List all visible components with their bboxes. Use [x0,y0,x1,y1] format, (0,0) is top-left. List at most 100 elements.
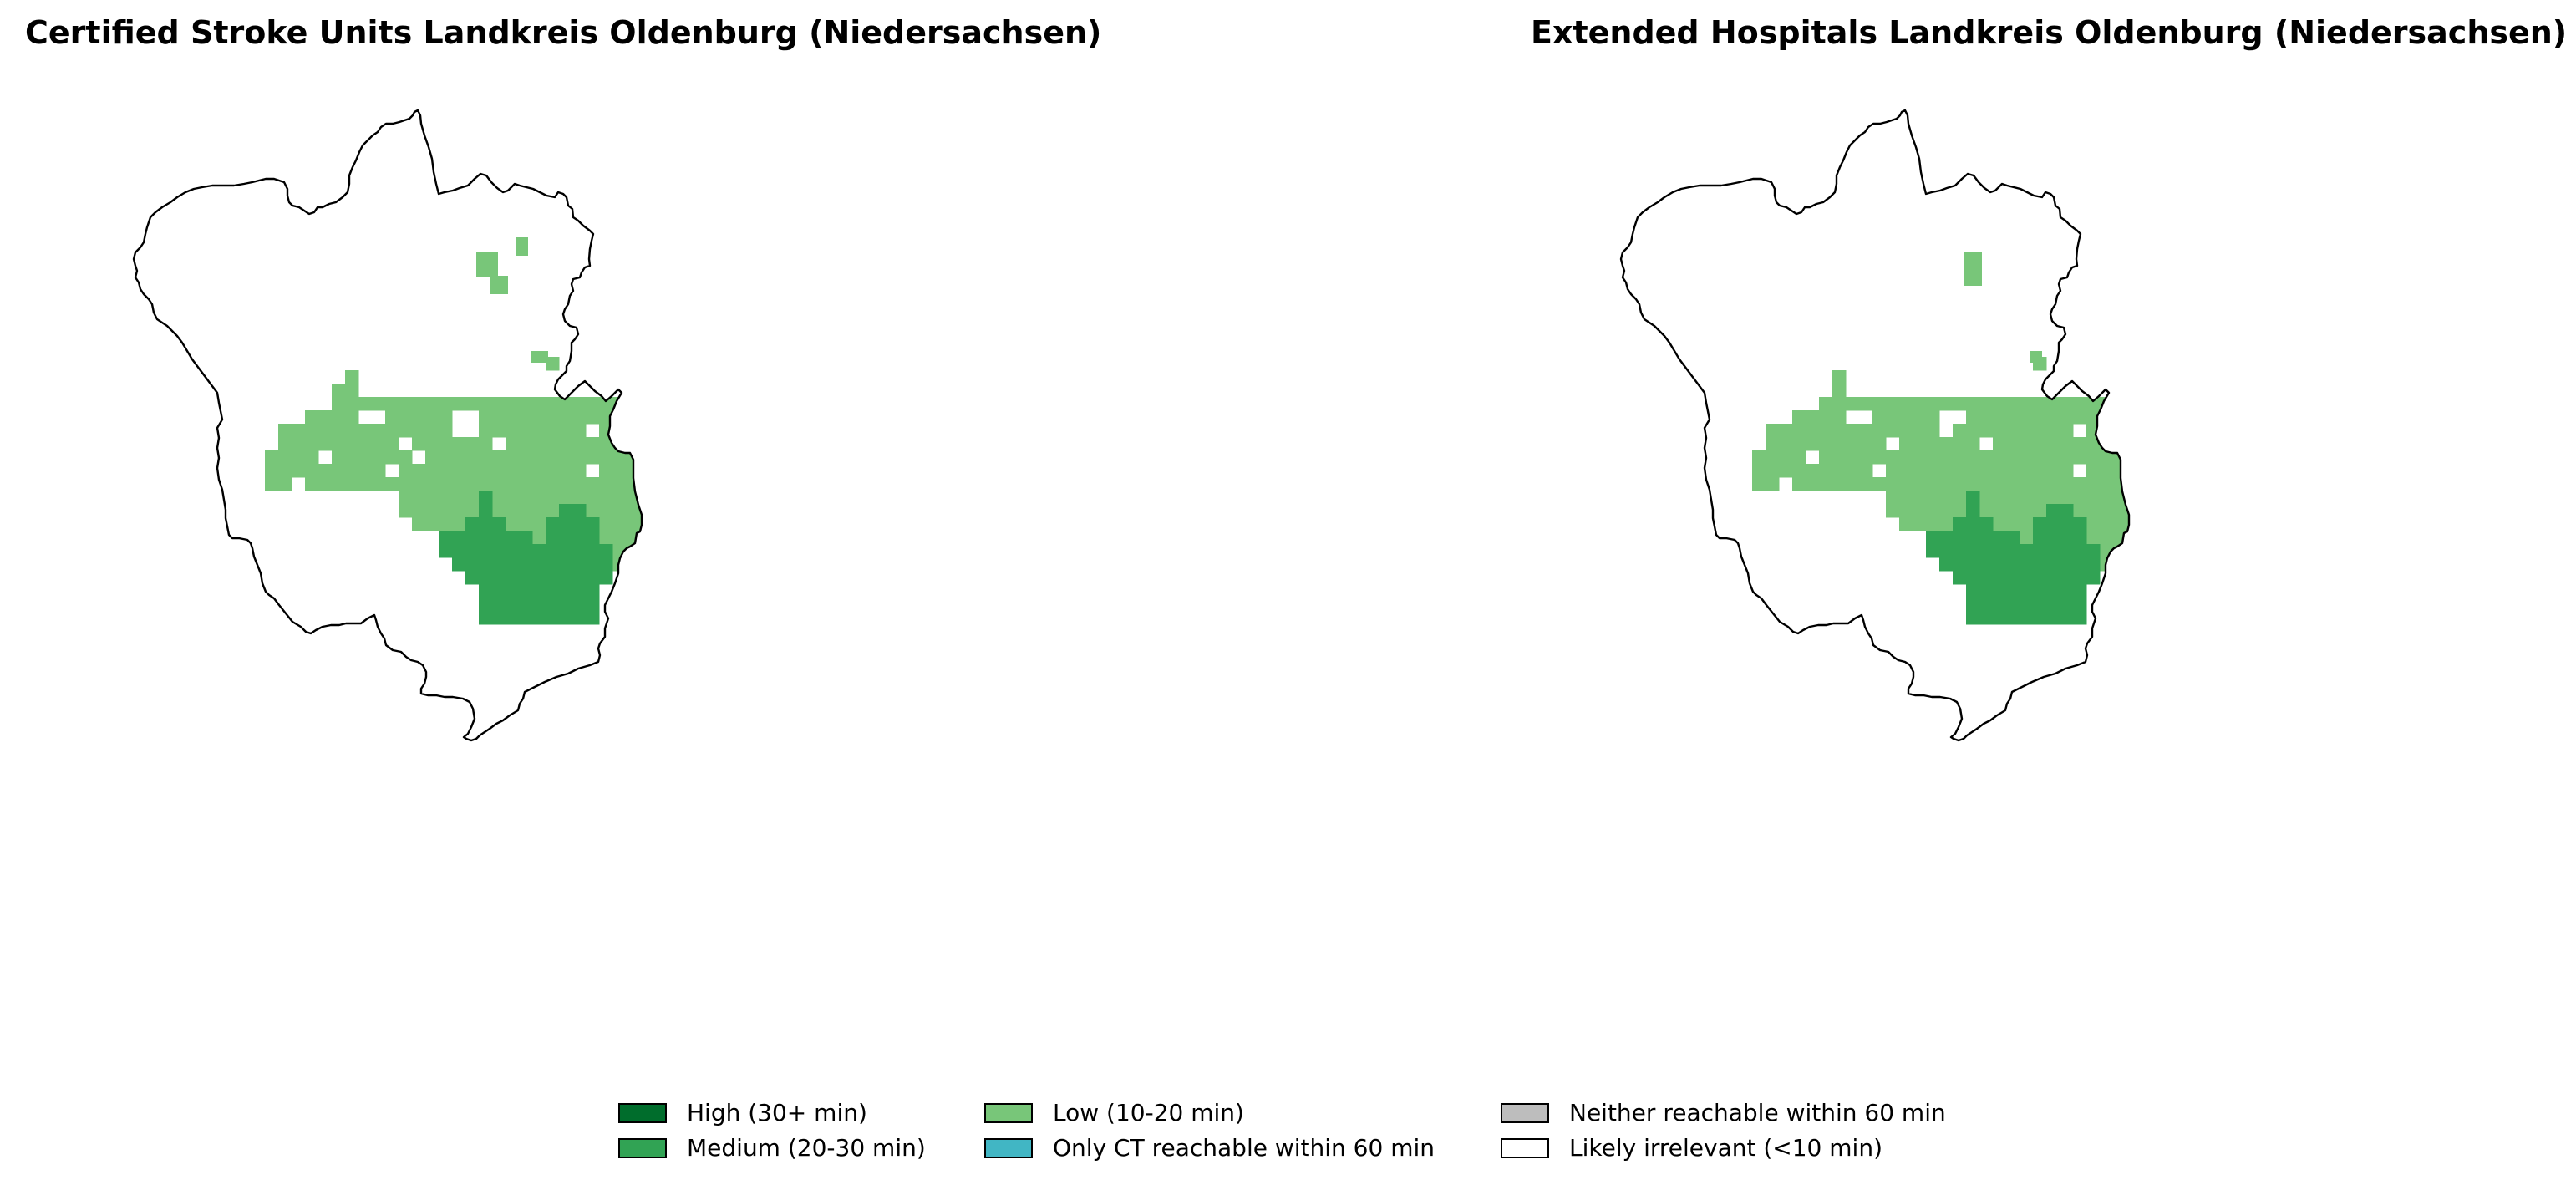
grid-cell-low [706,450,720,465]
grid-cell-low [1953,464,1967,478]
grid-cell-medium [532,584,546,598]
grid-cell-medium [1966,557,1980,572]
grid-cell-low [653,517,667,531]
grid-cell-medium [1966,584,1980,598]
grid-cell-low [1846,450,1860,465]
grid-cell-low [666,464,680,478]
grid-cell-low [1979,504,1994,518]
grid-cell-low [399,410,413,425]
grid-cell-low [546,357,560,371]
grid-cell-medium [452,544,466,558]
grid-cell-low [2153,424,2167,438]
grid-cell-medium [2006,544,2020,558]
grid-cell-low [2153,370,2167,384]
grid-cell-low [599,464,613,478]
grid-cell-low [425,410,439,425]
grid-cell-low [733,384,747,398]
grid-cell-low [1993,477,2007,491]
legend-swatch-high [618,1103,667,1123]
grid-cell-low [2100,517,2114,531]
grid-cell-medium [506,598,520,612]
grid-cell-low [1993,504,2007,518]
grid-cell-low [559,491,573,505]
grid-cell-low [2020,437,2034,451]
grid-cell-low [465,464,480,478]
grid-cell-low [546,464,560,478]
grid-cell-low [476,252,498,277]
grid-cell-low [599,531,613,545]
grid-cell-low [2046,410,2060,425]
grid-cell-low [452,491,466,505]
grid-cell-low [2193,437,2208,451]
grid-cell-low [2100,477,2114,491]
grid-cell-low [1806,464,1820,478]
grid-cell-low [1993,517,2007,531]
grid-cell-low [278,450,292,465]
grid-cell-low [1846,477,1860,491]
grid-cell-low [2060,491,2074,505]
grid-cell-low [1979,450,1994,465]
grid-cell-low [465,477,480,491]
grid-cell-low [412,477,426,491]
grid-cell-low [1913,424,1927,438]
grid-cell-medium [572,584,587,598]
grid-cell-medium [2060,544,2074,558]
grid-cell-low [559,437,573,451]
grid-cell-medium [586,584,600,598]
grid-cell-low [292,424,306,438]
grid-cell-low [492,450,506,465]
grid-cell-low [653,410,667,425]
grid-cell-low [372,437,386,451]
grid-cell-low [546,410,560,425]
grid-cell-medium [1966,598,1980,612]
grid-cell-low [1926,491,1940,505]
grid-cell-medium [1993,531,2007,545]
grid-cell-low [1872,397,1887,411]
grid-cell-medium [532,544,546,558]
grid-cell-low [1832,424,1847,438]
grid-cell-low [586,397,600,411]
grid-cell-low [1926,424,1940,438]
grid-cell-low [372,464,386,478]
grid-cell-low [559,450,573,465]
grid-cell-low [626,437,640,451]
grid-cell-medium [599,571,613,585]
grid-cell-low [1913,450,1927,465]
grid-cell-medium [506,544,520,558]
grid-cell-low [1846,424,1860,438]
grid-cell-low [733,437,747,451]
grid-cell-low [2113,397,2127,411]
grid-cell-low [572,424,587,438]
grid-cell-low [1979,410,1994,425]
grid-cell-low [719,424,734,438]
grid-cell-low [693,464,707,478]
grid-cell-medium [2020,611,2034,625]
grid-cell-medium [1953,557,1967,572]
grid-cell-low [2086,517,2101,531]
grid-cell-medium [452,557,466,572]
grid-cell-medium [1939,531,1954,545]
grid-cell-low [1819,450,1833,465]
grid-cell-low [612,464,627,478]
grid-cell-low [666,370,680,384]
grid-cell-medium [1979,611,1994,625]
grid-cell-low [626,517,640,531]
grid-cell-low [2060,424,2074,438]
grid-cell-low [332,424,346,438]
grid-cell-medium [1993,598,2007,612]
grid-cell-low [519,437,533,451]
grid-cell-low [506,464,520,478]
grid-cell-low [1966,477,1980,491]
grid-cell-medium [559,611,573,625]
grid-cell-low [2046,450,2060,465]
grid-cell-low [532,491,546,505]
grid-cell-low [599,517,613,531]
grid-cell-low [278,464,292,478]
grid-cell-low [1766,464,1780,478]
grid-cell-low [305,437,319,451]
grid-cell-low [2126,397,2129,411]
grid-cell-medium [465,544,480,558]
grid-cell-low [2020,464,2034,478]
grid-cell-low [385,437,399,451]
grid-cell-medium [1953,544,1967,558]
